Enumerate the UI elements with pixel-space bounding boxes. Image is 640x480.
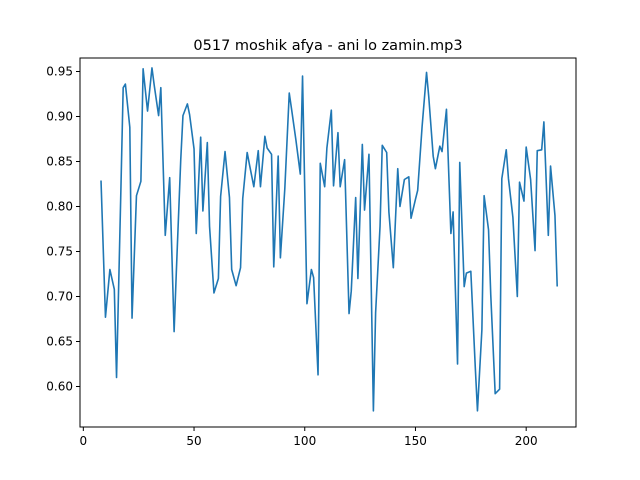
y-tick-label: 0.95 <box>46 65 73 79</box>
series-layer <box>100 67 559 412</box>
x-tick-label: 100 <box>293 434 316 448</box>
x-tick-label: 0 <box>80 434 88 448</box>
y-tick-label: 0.60 <box>46 380 73 394</box>
x-tick-label: 150 <box>404 434 427 448</box>
y-tick-label: 0.75 <box>46 245 73 259</box>
y-tick-label: 0.80 <box>46 200 73 214</box>
series-line <box>100 67 559 412</box>
chart-title: 0517 moshik afya - ani lo zamin.mp3 <box>193 38 462 54</box>
x-tick-label: 50 <box>186 434 201 448</box>
y-tick-label: 0.70 <box>46 290 73 304</box>
y-axis: 0.60 0.65 0.70 0.75 0.80 0.85 0.90 0.95 <box>46 65 80 394</box>
y-tick-label: 0.65 <box>46 335 73 349</box>
x-axis: 0 50 100 150 200 <box>80 427 538 448</box>
y-tick-label: 0.90 <box>46 110 73 124</box>
x-tick-label: 200 <box>515 434 538 448</box>
y-tick-label: 0.85 <box>46 155 73 169</box>
plot-area-frame <box>79 57 577 428</box>
